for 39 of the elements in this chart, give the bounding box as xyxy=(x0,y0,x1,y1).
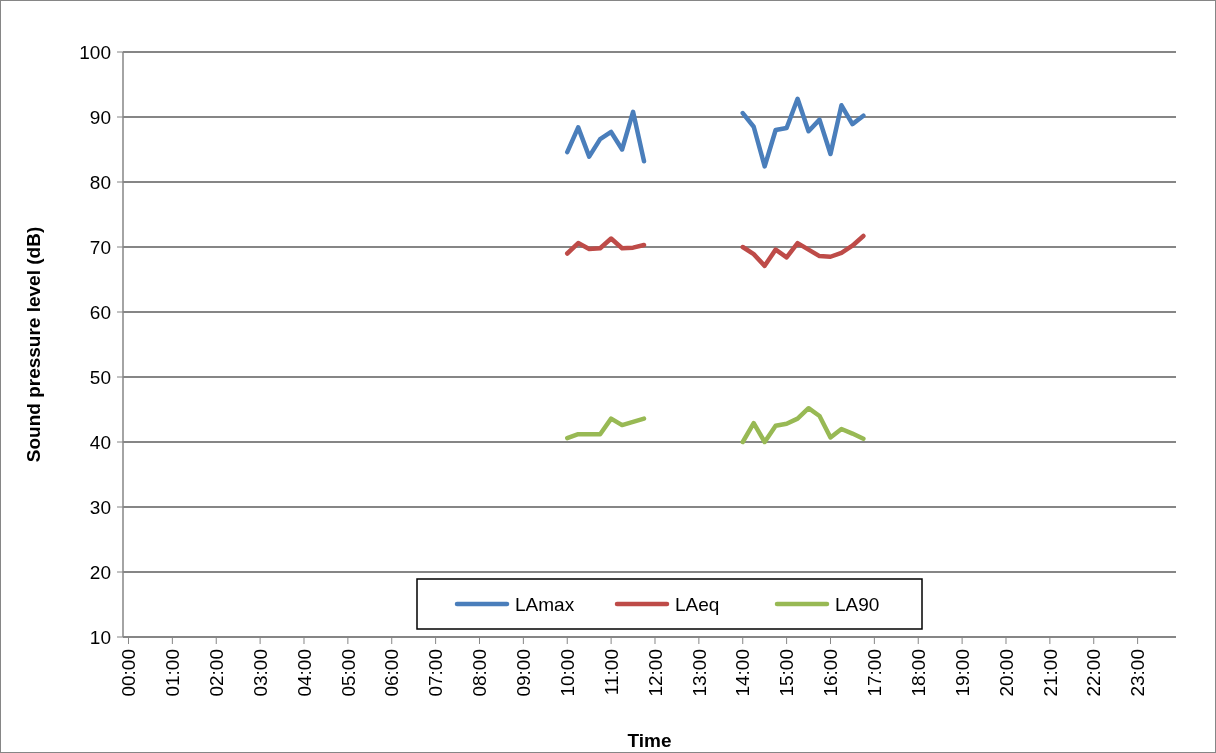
x-tick-label: 17:00 xyxy=(864,649,886,697)
y-tick-label: 10 xyxy=(89,626,111,648)
x-tick-label: 14:00 xyxy=(732,649,754,697)
x-tick-label: 22:00 xyxy=(1083,649,1105,697)
x-tick-label: 02:00 xyxy=(205,649,227,697)
x-tick-label: 12:00 xyxy=(644,649,666,697)
x-tick-label: 00:00 xyxy=(118,649,140,697)
legend-label: LAeq xyxy=(675,593,720,615)
x-tick-label: 04:00 xyxy=(293,649,315,697)
x-tick-label: 23:00 xyxy=(1127,649,1149,697)
y-tick-label: 50 xyxy=(89,366,111,388)
x-tick-label: 20:00 xyxy=(995,649,1017,697)
legend-label: LAmax xyxy=(515,593,575,615)
y-tick-label: 20 xyxy=(89,561,111,583)
x-axis-title: Time xyxy=(627,730,672,751)
y-tick-label: 90 xyxy=(89,106,111,128)
x-tick-label: 05:00 xyxy=(337,649,359,697)
x-tick-label: 01:00 xyxy=(162,649,184,697)
y-tick-label: 60 xyxy=(89,301,111,323)
y-tick-label: 70 xyxy=(89,236,111,258)
x-tick-label: 07:00 xyxy=(425,649,447,697)
y-tick-label: 40 xyxy=(89,431,111,453)
x-tick-label: 08:00 xyxy=(469,649,491,697)
y-axis-title: Sound pressure level (dB) xyxy=(23,226,44,463)
x-tick-label: 10:00 xyxy=(556,649,578,697)
y-tick-label: 30 xyxy=(89,496,111,518)
x-tick-label: 03:00 xyxy=(249,649,271,697)
x-tick-label: 16:00 xyxy=(820,649,842,697)
x-tick-label: 11:00 xyxy=(600,649,622,696)
x-tick-label: 06:00 xyxy=(381,649,403,697)
x-tick-label: 13:00 xyxy=(688,649,710,697)
x-tick-label: 18:00 xyxy=(907,649,929,697)
x-tick-label: 19:00 xyxy=(951,649,973,697)
x-tick-label: 21:00 xyxy=(1039,649,1061,697)
y-tick-label: 80 xyxy=(89,171,111,193)
x-tick-label: 15:00 xyxy=(776,649,798,697)
y-tick-label: 100 xyxy=(79,41,111,63)
x-tick-label: 09:00 xyxy=(513,649,535,697)
legend-label: LA90 xyxy=(835,593,880,615)
